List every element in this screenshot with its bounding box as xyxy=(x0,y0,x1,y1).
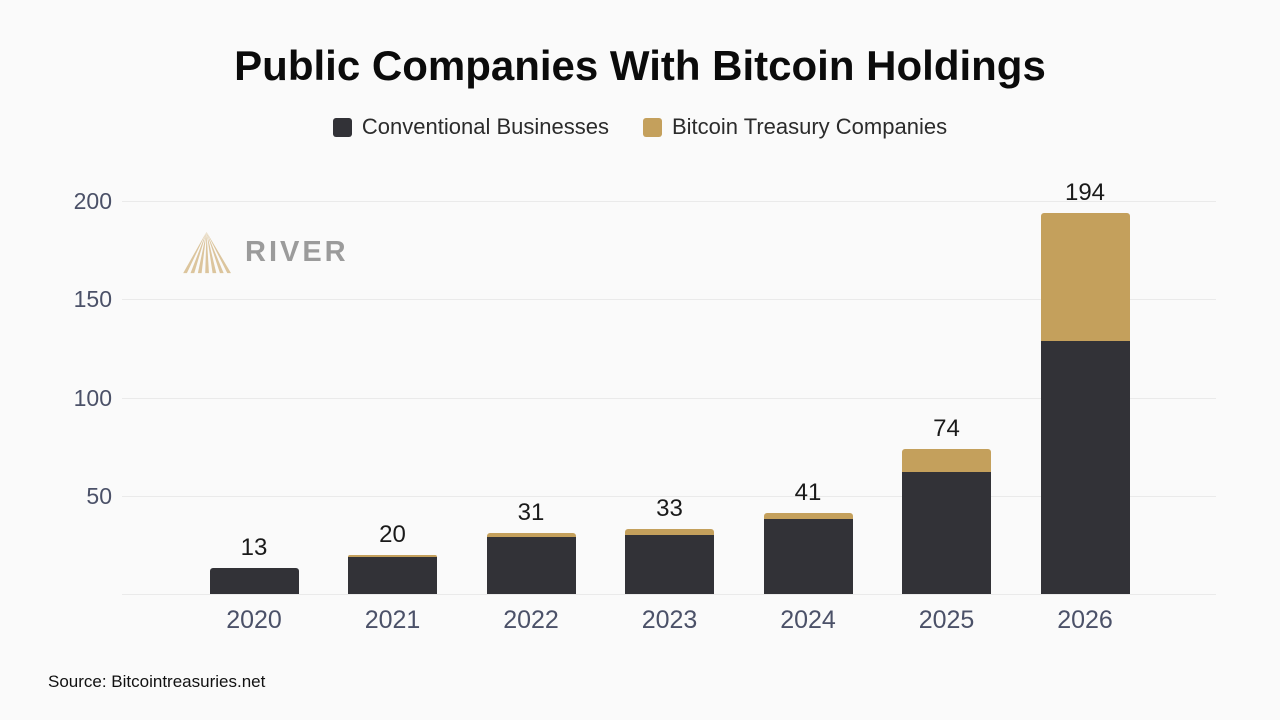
x-tick-label: 2026 xyxy=(1057,606,1113,634)
bar-segment-treasury xyxy=(763,513,853,520)
legend-swatch-conventional xyxy=(332,117,352,137)
legend: Conventional Businesses Bitcoin Treasury… xyxy=(0,114,1280,140)
bar-total-label: 33 xyxy=(656,495,683,523)
river-logo-text: RIVER xyxy=(245,236,349,268)
bar-total-label: 41 xyxy=(794,479,822,507)
bar-total-label: 31 xyxy=(517,499,545,527)
bar-total-label: 194 xyxy=(1064,178,1106,206)
legend-item-treasury: Bitcoin Treasury Companies xyxy=(642,114,948,140)
x-tick-label: 2024 xyxy=(780,606,836,634)
bar-segment-conventional xyxy=(209,568,299,594)
x-tick-label: 2025 xyxy=(918,606,975,634)
legend-label-treasury: Bitcoin Treasury Companies xyxy=(671,114,948,139)
bar-segment-conventional xyxy=(486,537,576,594)
legend-item-conventional: Conventional Businesses xyxy=(332,114,609,140)
bar-segment-treasury xyxy=(348,554,437,557)
gridline-0 xyxy=(122,594,1216,595)
bar-total-label: 20 xyxy=(379,520,406,548)
bar-segment-conventional xyxy=(1040,340,1130,594)
x-tick-label: 2023 xyxy=(641,606,698,634)
legend-label-conventional: Conventional Businesses xyxy=(361,114,609,139)
bar-segment-conventional xyxy=(625,535,714,594)
x-tick-label: 2020 xyxy=(226,606,282,634)
bar-segment-conventional xyxy=(348,556,437,594)
source-note: Source: Bitcointreasuries.net xyxy=(48,672,266,691)
bar-segment-conventional xyxy=(902,472,991,594)
legend-swatch-treasury xyxy=(642,117,662,137)
y-tick-label: 150 xyxy=(73,286,112,313)
river-watermark: RIVER xyxy=(182,229,349,276)
bar-segment-treasury xyxy=(625,529,714,536)
gridline-100 xyxy=(122,397,1216,399)
bar-segment-treasury xyxy=(902,448,991,473)
bar-segment-conventional xyxy=(763,519,853,594)
x-tick-label: 2021 xyxy=(364,606,421,634)
chart-title: Public Companies With Bitcoin Holdings xyxy=(234,42,1046,89)
bar-total-label: 13 xyxy=(240,534,268,562)
bar-total-label: 74 xyxy=(933,414,960,442)
bar-segment-treasury xyxy=(1040,212,1130,341)
river-logo-icon xyxy=(183,231,231,274)
bar-segment-treasury xyxy=(486,533,576,538)
y-tick-label: 200 xyxy=(73,188,112,214)
y-tick-label: 100 xyxy=(73,384,112,411)
river-logo-rays xyxy=(183,231,231,274)
gridline-150 xyxy=(122,299,1216,301)
gridline-50 xyxy=(122,495,1216,497)
y-tick-label: 50 xyxy=(86,482,112,509)
x-tick-label: 2022 xyxy=(503,606,559,634)
gridline-200 xyxy=(122,201,1216,202)
